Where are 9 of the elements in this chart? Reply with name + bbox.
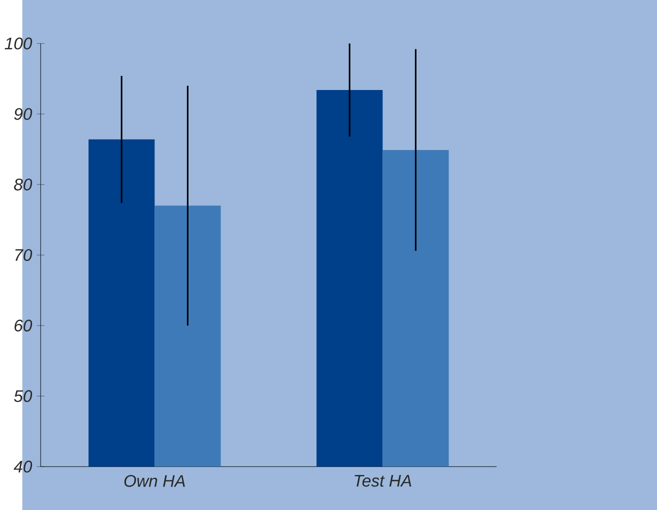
x-tick-label: Test HA <box>354 474 412 487</box>
y-tick-label: 50 <box>14 390 32 402</box>
y-tick-label: 80 <box>14 178 32 190</box>
y-tick-label: 40 <box>14 460 32 472</box>
y-tick-label: 90 <box>14 108 32 120</box>
y-tick-label: 70 <box>15 249 32 261</box>
y-tick-label: 60 <box>14 320 32 332</box>
x-tick-label: Own HA <box>124 474 185 487</box>
y-tick-label: 100 <box>4 38 32 50</box>
